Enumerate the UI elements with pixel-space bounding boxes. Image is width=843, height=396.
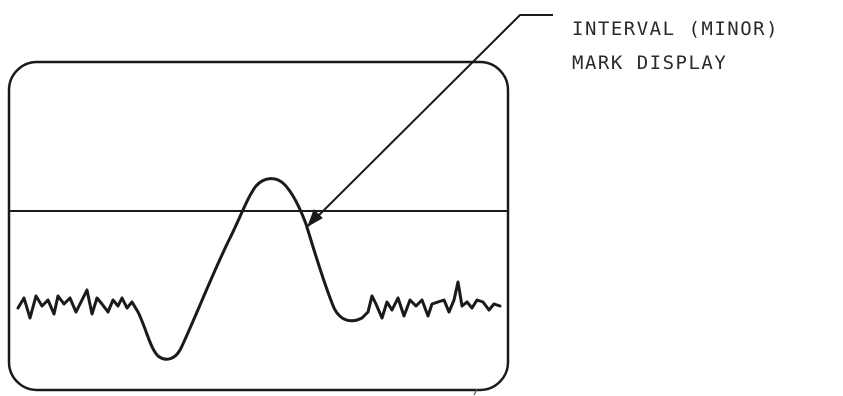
scan-artifact-mark bbox=[473, 388, 478, 396]
crt-screen-frame bbox=[7, 60, 510, 392]
callout-label-line-2: MARK DISPLAY bbox=[572, 52, 728, 74]
callout-leader-line bbox=[307, 14, 553, 227]
callout-label-line-1: INTERVAL (MINOR) bbox=[572, 18, 780, 40]
signal-waveform bbox=[16, 177, 502, 361]
callout-arrowhead bbox=[307, 209, 323, 228]
